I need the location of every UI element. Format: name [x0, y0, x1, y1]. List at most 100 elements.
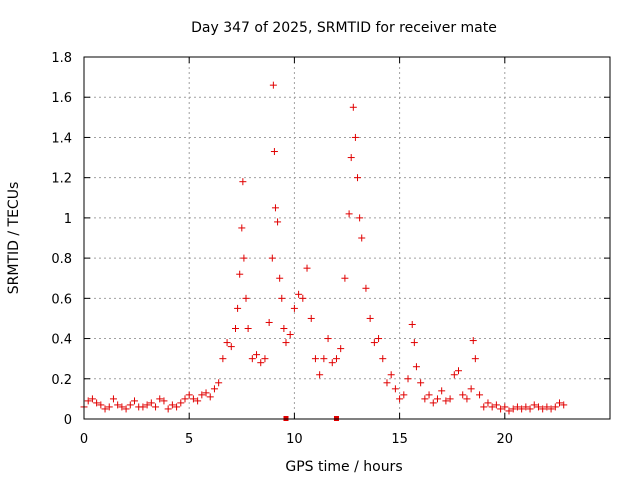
data-point — [354, 174, 362, 182]
data-point — [276, 274, 284, 282]
data-point — [238, 224, 246, 232]
data-point — [488, 403, 496, 411]
data-point — [383, 379, 391, 387]
data-point — [421, 395, 429, 403]
x-tick-label: 5 — [185, 432, 193, 447]
data-point — [152, 403, 160, 411]
y-axis: 0 0.2 0.4 0.6 0.8 1 1.2 1.4 1.6 1.8 — [51, 51, 610, 428]
data-point — [105, 403, 113, 411]
y-axis-label: SRMTID / TECUs — [6, 182, 22, 295]
data-point — [240, 254, 248, 262]
data-point — [299, 294, 307, 302]
data-point — [379, 355, 387, 363]
data-point — [375, 335, 383, 343]
data-point — [97, 401, 105, 409]
data-point — [332, 355, 340, 363]
data-point — [455, 367, 463, 375]
data-point — [433, 395, 441, 403]
data-point — [356, 214, 364, 222]
data-point — [270, 148, 278, 156]
x-axis: 0 5 10 15 20 — [80, 57, 513, 447]
data-point — [269, 81, 277, 89]
data-point — [341, 274, 349, 282]
data-point — [194, 397, 202, 405]
data-point — [358, 234, 366, 242]
data-point — [126, 401, 134, 409]
data-point — [223, 339, 231, 347]
data-point — [410, 339, 418, 347]
data-point — [274, 218, 282, 226]
data-point — [219, 355, 227, 363]
data-point — [459, 391, 467, 399]
data-point — [476, 391, 484, 399]
data-point — [286, 331, 294, 339]
data-point — [280, 325, 288, 332]
data-point — [370, 339, 378, 347]
data-point — [101, 405, 109, 413]
data-point — [337, 345, 345, 353]
data-point — [234, 304, 242, 312]
y-tick-label: 0.2 — [51, 373, 72, 388]
data-point — [206, 393, 214, 401]
data-point — [93, 399, 101, 407]
data-point — [560, 401, 568, 409]
data-point — [143, 401, 151, 409]
y-tick-label: 1 — [64, 212, 72, 227]
data-point — [513, 403, 521, 411]
data-point — [442, 397, 450, 405]
data-point — [387, 371, 395, 379]
data-point — [505, 407, 513, 415]
data-point — [396, 395, 404, 403]
data-point — [231, 325, 239, 332]
y-tick-label: 1.2 — [51, 172, 72, 187]
data-point — [324, 335, 332, 343]
x-tick-label: 10 — [286, 432, 303, 447]
data-point — [501, 403, 509, 411]
data-point — [484, 399, 492, 407]
data-point — [311, 355, 319, 363]
data-point — [139, 403, 147, 411]
data-points — [80, 81, 568, 421]
data-point — [412, 363, 420, 371]
data-point — [160, 397, 168, 405]
data-point — [278, 294, 286, 302]
data-point — [185, 391, 193, 399]
data-point — [239, 178, 247, 186]
y-tick-label: 0.8 — [51, 252, 72, 267]
data-point — [316, 371, 324, 379]
y-tick-label: 1.6 — [51, 91, 72, 106]
data-point — [242, 294, 250, 302]
data-point — [469, 337, 477, 345]
data-point — [347, 154, 355, 162]
data-point — [400, 391, 408, 399]
grid-lines — [84, 57, 610, 419]
data-point — [480, 403, 488, 411]
data-point — [556, 399, 564, 407]
data-point — [248, 355, 256, 363]
data-point — [189, 395, 197, 403]
data-point — [303, 264, 311, 272]
data-point — [551, 403, 559, 411]
data-point — [404, 375, 412, 383]
data-point — [408, 320, 416, 328]
data-point — [88, 395, 96, 403]
data-point — [147, 399, 155, 407]
data-point — [122, 405, 130, 413]
data-point — [518, 405, 526, 413]
data-point — [417, 379, 425, 387]
x-tick-label: 20 — [497, 432, 514, 447]
data-point — [156, 395, 164, 403]
data-point — [438, 387, 446, 395]
x-axis-label: GPS time / hours — [285, 459, 402, 475]
y-tick-label: 0.6 — [51, 292, 72, 307]
data-point — [271, 204, 279, 212]
plot-frame — [83, 56, 611, 420]
data-point — [109, 395, 117, 403]
data-point — [114, 401, 122, 409]
x-tick-label: 15 — [391, 432, 408, 447]
data-point — [446, 395, 454, 403]
data-point — [366, 314, 374, 322]
data-point — [463, 395, 471, 403]
data-point — [391, 385, 399, 393]
data-point — [351, 133, 359, 141]
